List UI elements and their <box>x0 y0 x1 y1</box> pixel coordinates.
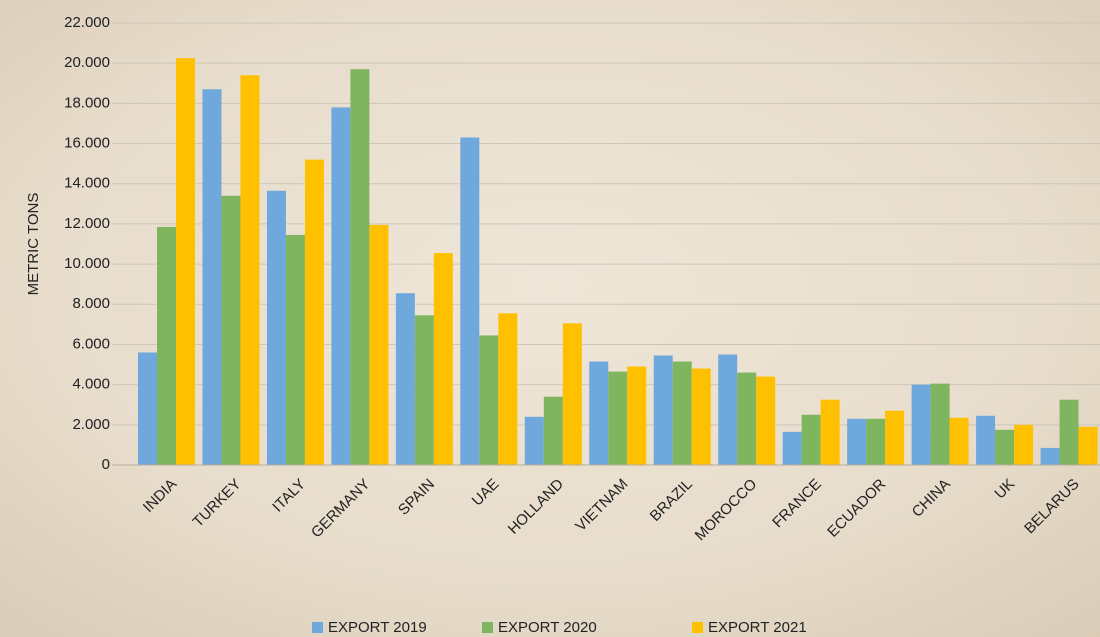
y-tick-label: 10.000 <box>64 255 110 272</box>
y-tick-label: 12.000 <box>64 215 110 232</box>
bar <box>885 410 905 465</box>
bar <box>608 371 628 465</box>
bar <box>866 418 886 465</box>
bar <box>395 293 415 465</box>
bar <box>350 69 370 465</box>
bar <box>562 323 582 465</box>
y-tick-label: 22.000 <box>64 14 110 31</box>
bar <box>543 396 563 465</box>
bar <box>414 315 434 465</box>
y-tick-label: 6.000 <box>72 335 110 352</box>
bar <box>285 234 305 465</box>
bar <box>221 195 241 466</box>
bar <box>157 226 176 465</box>
bar <box>847 418 867 465</box>
bar <box>976 415 996 465</box>
bar <box>524 416 544 465</box>
y-tick-label: 18.000 <box>64 94 110 111</box>
bar <box>331 107 351 465</box>
y-tick-label: 0 <box>102 456 110 473</box>
y-tick-label: 14.000 <box>64 175 110 192</box>
bar <box>479 335 499 465</box>
y-tick-label: 20.000 <box>64 54 110 71</box>
bar <box>266 190 286 465</box>
bar <box>782 431 802 465</box>
legend-swatch <box>482 622 493 633</box>
bar <box>911 384 931 465</box>
y-tick-label: 16.000 <box>64 135 110 152</box>
bar <box>930 383 950 465</box>
bar <box>653 355 673 465</box>
bar <box>138 352 157 465</box>
bar <box>718 354 738 465</box>
bar <box>460 137 480 465</box>
bar <box>1040 447 1060 465</box>
y-tick-label: 4.000 <box>72 376 110 393</box>
bar <box>672 361 692 465</box>
bar <box>995 429 1015 465</box>
bar <box>801 414 821 465</box>
bar <box>820 399 840 465</box>
bar <box>1078 426 1098 465</box>
bar <box>304 159 324 466</box>
bar <box>433 253 453 465</box>
bar <box>756 376 776 465</box>
legend-swatch <box>312 622 323 633</box>
bar <box>1059 399 1079 465</box>
bar <box>737 372 757 465</box>
legend-label: EXPORT 2021 <box>708 619 807 636</box>
bar <box>498 313 518 465</box>
bar <box>240 75 260 466</box>
bar <box>627 366 647 465</box>
bar <box>369 224 389 465</box>
y-tick-label: 2.000 <box>72 416 110 433</box>
bar <box>1014 424 1034 465</box>
legend-label: EXPORT 2019 <box>328 619 427 636</box>
bar <box>691 368 711 465</box>
y-axis-title: METRIC TONS <box>25 193 42 296</box>
bar <box>589 361 609 465</box>
legend-label: EXPORT 2020 <box>498 619 597 636</box>
bar <box>176 58 195 466</box>
bar <box>202 89 222 466</box>
bar <box>949 417 969 465</box>
y-tick-label: 8.000 <box>72 295 110 312</box>
legend-swatch <box>692 622 703 633</box>
